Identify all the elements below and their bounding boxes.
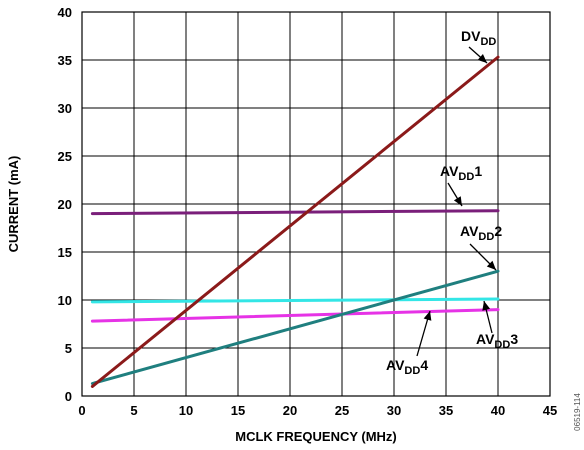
y-tick-label: 5 xyxy=(65,341,72,356)
y-tick-label: 20 xyxy=(58,197,72,212)
x-tick-label: 5 xyxy=(130,403,137,418)
figure-id-watermark: 06519-114 xyxy=(573,393,582,431)
arrowhead-icon xyxy=(477,54,487,63)
y-tick-label: 10 xyxy=(58,293,72,308)
series-line-dvdd xyxy=(90,55,500,388)
series-line-avdd4 xyxy=(90,308,500,323)
y-tick-label: 0 xyxy=(65,389,72,404)
x-tick-label: 20 xyxy=(283,403,297,418)
series-line-avdd2 xyxy=(90,269,500,386)
x-tick-label: 25 xyxy=(335,403,349,418)
annotation-label-5: AVDD4 xyxy=(386,357,428,377)
y-tick-label: 40 xyxy=(58,5,72,20)
plot-frame xyxy=(81,11,551,397)
x-tick-labels: 0 5 10 15 20 25 30 35 40 45 xyxy=(78,403,557,418)
series-annotations: DVDD AVDD1 AVDD2 AVDD3 AVDD4 xyxy=(386,28,518,377)
y-axis-title: CURRENT (mA) xyxy=(6,156,21,253)
y-tick-label: 35 xyxy=(58,53,72,68)
y-tick-label: 25 xyxy=(58,149,72,164)
annotation-label-4: AVDD3 xyxy=(476,331,518,351)
series-line-avdd3 xyxy=(90,297,500,304)
y-tick-labels: 0 5 10 15 20 25 30 35 40 xyxy=(58,5,72,404)
x-tick-label: 35 xyxy=(439,403,453,418)
arrowhead-icon xyxy=(482,301,491,311)
grid xyxy=(82,12,550,396)
y-tick-label: 30 xyxy=(58,101,72,116)
x-tick-label: 10 xyxy=(179,403,193,418)
arrowhead-icon xyxy=(453,196,462,206)
x-tick-label: 0 xyxy=(78,403,85,418)
arrowhead-icon xyxy=(423,311,432,321)
series-lines xyxy=(90,55,500,388)
x-tick-label: 40 xyxy=(491,403,505,418)
x-tick-label: 15 xyxy=(231,403,245,418)
x-tick-label: 45 xyxy=(543,403,557,418)
series-line-avdd1 xyxy=(90,209,500,216)
x-axis-title: MCLK FREQUENCY (MHz) xyxy=(235,429,397,444)
arrowhead-icon xyxy=(486,260,496,270)
annotation-label-1: DVDD xyxy=(461,28,496,48)
y-tick-label: 15 xyxy=(58,245,72,260)
x-tick-label: 30 xyxy=(387,403,401,418)
annotation-label-2: AVDD1 xyxy=(440,163,482,183)
annotation-label-3: AVDD2 xyxy=(460,223,502,243)
